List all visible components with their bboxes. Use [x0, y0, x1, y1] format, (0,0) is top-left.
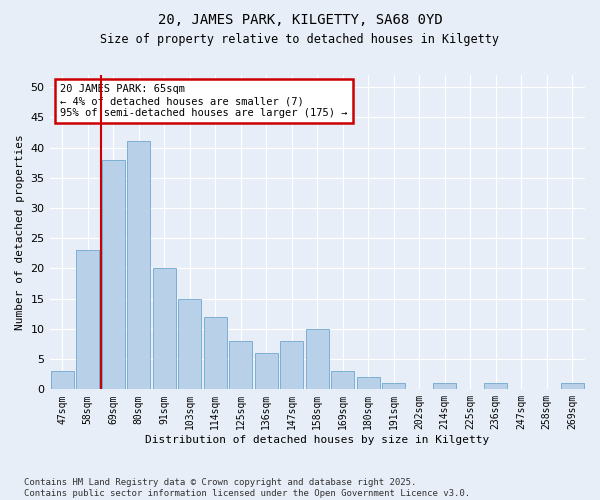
Bar: [102, 160, 125, 390]
Bar: [484, 384, 507, 390]
Text: 20, JAMES PARK, KILGETTY, SA68 0YD: 20, JAMES PARK, KILGETTY, SA68 0YD: [158, 12, 442, 26]
Bar: [357, 377, 380, 390]
Bar: [76, 250, 99, 390]
Text: Contains HM Land Registry data © Crown copyright and database right 2025.
Contai: Contains HM Land Registry data © Crown c…: [24, 478, 470, 498]
Bar: [382, 384, 405, 390]
Bar: [204, 317, 227, 390]
Bar: [433, 384, 456, 390]
Bar: [561, 384, 584, 390]
Text: 20 JAMES PARK: 65sqm
← 4% of detached houses are smaller (7)
95% of semi-detache: 20 JAMES PARK: 65sqm ← 4% of detached ho…: [60, 84, 348, 117]
X-axis label: Distribution of detached houses by size in Kilgetty: Distribution of detached houses by size …: [145, 435, 490, 445]
Bar: [153, 268, 176, 390]
Bar: [51, 371, 74, 390]
Y-axis label: Number of detached properties: Number of detached properties: [15, 134, 25, 330]
Bar: [306, 329, 329, 390]
Bar: [255, 353, 278, 390]
Bar: [229, 341, 252, 390]
Text: Size of property relative to detached houses in Kilgetty: Size of property relative to detached ho…: [101, 32, 499, 46]
Bar: [280, 341, 303, 390]
Bar: [331, 371, 354, 390]
Bar: [127, 142, 150, 390]
Bar: [178, 298, 201, 390]
